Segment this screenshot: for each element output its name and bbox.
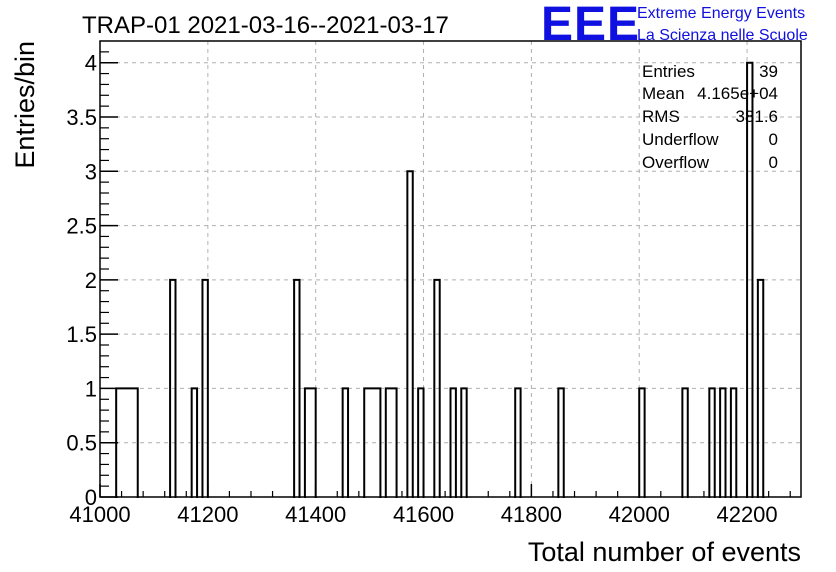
- stats-value-mean: 4.165e+04: [697, 84, 778, 103]
- histogram-bin: [709, 388, 714, 497]
- x-tick-label: 41400: [285, 502, 346, 527]
- histogram-bin: [720, 388, 725, 497]
- histogram-bin: [127, 388, 132, 497]
- histogram-bin: [558, 388, 563, 497]
- histogram-bin: [407, 171, 412, 497]
- histogram-bin: [515, 388, 520, 497]
- eee-logo-line1: Extreme Energy Events: [637, 5, 805, 22]
- histogram-bin: [682, 388, 687, 497]
- grid-lines: [100, 41, 801, 497]
- stats-label-rms: RMS: [642, 107, 680, 126]
- histogram-bin: [375, 388, 380, 497]
- histogram-bin: [451, 388, 456, 497]
- x-tick-label: 41000: [69, 502, 130, 527]
- histogram-bin: [731, 388, 736, 497]
- histogram-bin: [192, 388, 197, 497]
- eee-logo-line2: La Scienza nelle Scuole: [637, 27, 808, 44]
- y-axis-label: Entries/bin: [10, 41, 40, 169]
- histogram-bin: [639, 388, 644, 497]
- y-tick-label: 2.5: [66, 214, 97, 239]
- histogram-bin: [343, 388, 348, 497]
- x-tick-label: 41600: [393, 502, 454, 527]
- x-tick-label: 41800: [501, 502, 562, 527]
- stats-label-overflow: Overflow: [642, 153, 710, 172]
- stats-label-underflow: Underflow: [642, 130, 719, 149]
- histogram-bin: [305, 388, 310, 497]
- y-tick-label: 1.5: [66, 322, 97, 347]
- histogram-bin: [122, 388, 127, 497]
- histogram-bin: [132, 388, 137, 497]
- histogram-bin: [747, 63, 752, 497]
- histogram-bin: [170, 280, 175, 497]
- stats-value-underflow: 0: [769, 130, 778, 149]
- y-tick-label: 3: [85, 159, 97, 184]
- histogram-bin: [461, 388, 466, 497]
- y-tick-label: 1: [85, 376, 97, 401]
- histogram-bin: [202, 280, 207, 497]
- y-tick-label: 4: [85, 51, 97, 76]
- y-tick-label: 0: [85, 485, 97, 510]
- x-tick-label: 42000: [609, 502, 670, 527]
- x-tick-label: 41200: [177, 502, 238, 527]
- stats-value-overflow: 0: [769, 153, 778, 172]
- stats-box: Entries 39 Mean 4.165e+04 RMS 381.6 Unde…: [642, 62, 778, 172]
- y-tick-label: 0.5: [66, 431, 97, 456]
- y-tick-label: 3.5: [66, 105, 97, 130]
- y-axis-ticks: 0 0.5 1 1.5 2 2.5 3 3.5 4: [66, 51, 118, 510]
- stats-label-entries: Entries: [642, 62, 695, 81]
- stats-value-entries: 39: [759, 62, 778, 81]
- chart-title: TRAP-01 2021-03-16--2021-03-17: [82, 12, 449, 39]
- histogram-bin: [434, 280, 439, 497]
- histogram-bin: [370, 388, 375, 497]
- eee-logo: EEE Extreme Energy Events La Scienza nel…: [541, 0, 808, 51]
- histogram-bin: [386, 388, 391, 497]
- histogram-bin: [364, 388, 369, 497]
- eee-logo-mark: EEE: [541, 0, 640, 51]
- histogram-bin: [391, 388, 396, 497]
- x-axis-ticks: 41000 41200 41400 41600 41800 42000 42200: [69, 484, 791, 527]
- y-tick-label: 2: [85, 268, 97, 293]
- x-axis-label: Total number of events: [528, 537, 801, 567]
- x-tick-label: 42200: [716, 502, 777, 527]
- histogram-bin: [294, 280, 299, 497]
- histogram-bin: [758, 280, 763, 497]
- histogram-bin: [310, 388, 315, 497]
- stats-label-mean: Mean: [642, 84, 685, 103]
- histogram-bin: [418, 388, 423, 497]
- stats-value-rms: 381.6: [735, 107, 778, 126]
